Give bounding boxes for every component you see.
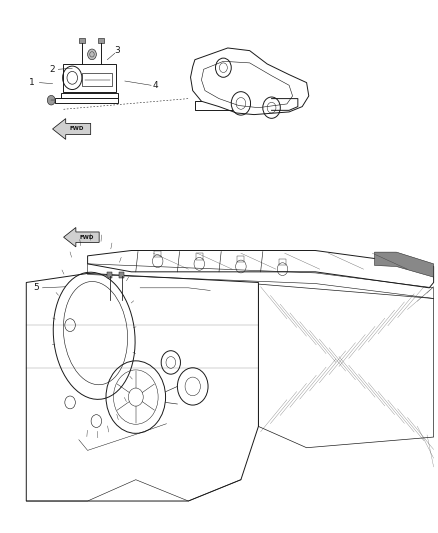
Text: 5: 5	[33, 284, 39, 292]
Bar	[154, 251, 161, 257]
Bar	[55, 98, 118, 103]
Text: FWD: FWD	[70, 126, 84, 132]
Text: 2: 2	[50, 65, 55, 74]
Text: 3: 3	[114, 46, 120, 55]
Bar	[98, 38, 104, 43]
Bar	[237, 256, 244, 262]
Bar	[61, 93, 118, 98]
Polygon shape	[53, 119, 91, 139]
Bar	[79, 38, 85, 43]
Circle shape	[88, 49, 96, 60]
Bar	[119, 272, 124, 278]
Bar	[82, 73, 112, 86]
Polygon shape	[64, 228, 99, 247]
Text: 1: 1	[29, 78, 35, 87]
Text: 4: 4	[153, 81, 158, 90]
Circle shape	[47, 95, 55, 105]
Polygon shape	[374, 252, 434, 277]
Bar	[279, 259, 286, 265]
Bar	[63, 64, 116, 92]
Bar	[107, 272, 112, 278]
Bar	[196, 253, 203, 260]
Text: FWD: FWD	[80, 235, 94, 240]
